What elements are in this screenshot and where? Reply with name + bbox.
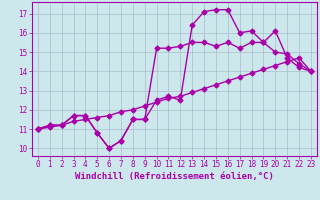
X-axis label: Windchill (Refroidissement éolien,°C): Windchill (Refroidissement éolien,°C) — [75, 172, 274, 181]
